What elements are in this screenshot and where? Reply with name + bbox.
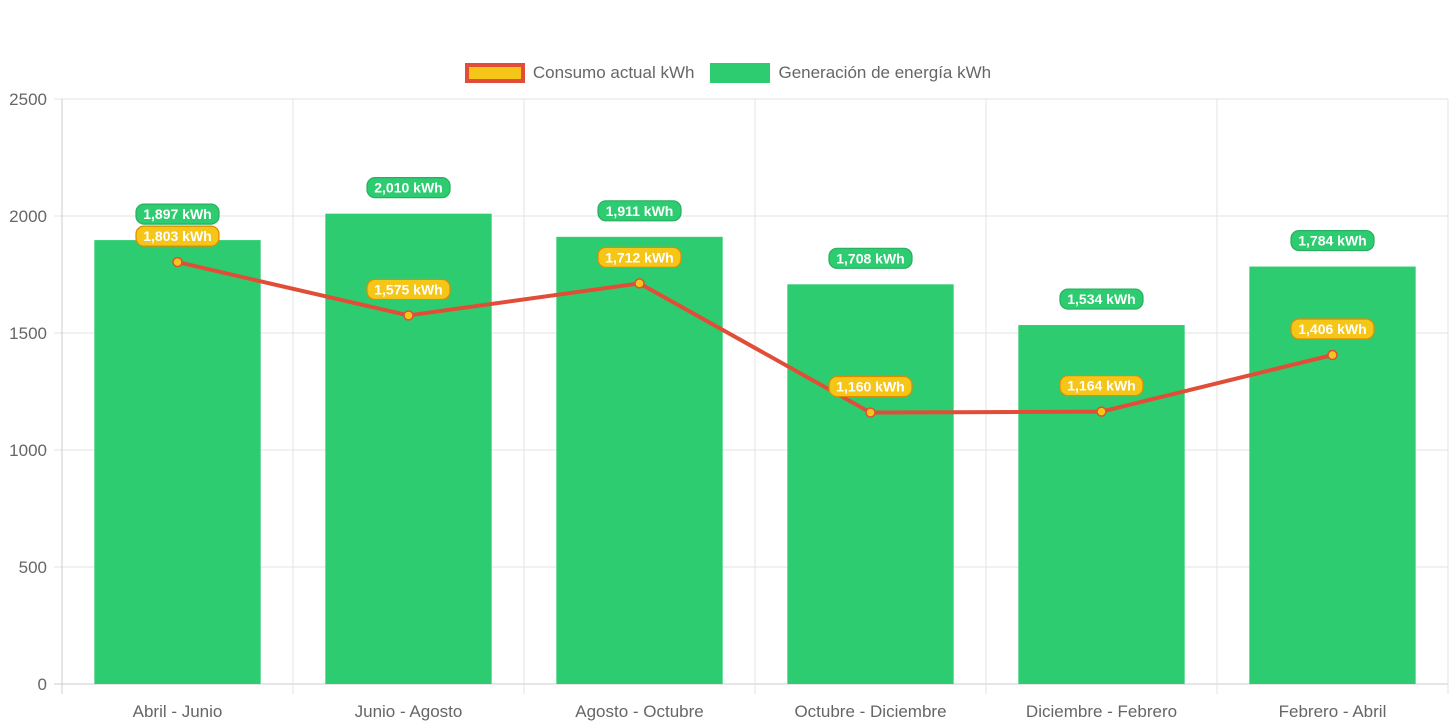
data-label-consumo: 1,160 kWh <box>828 375 913 398</box>
bar-generacion[interactable] <box>94 240 261 685</box>
data-label-generacion: 2,010 kWh <box>366 177 451 199</box>
point-consumo[interactable] <box>403 310 414 321</box>
data-label-generacion-text: 1,534 kWh <box>1067 291 1135 307</box>
data-label-generacion: 1,708 kWh <box>828 247 913 269</box>
data-label-generacion-text: 1,911 kWh <box>606 203 674 219</box>
data-label-consumo: 1,712 kWh <box>597 246 682 268</box>
data-label-generacion-bg <box>828 247 913 269</box>
legend-label-generacion: Generación de energía kWh <box>778 63 992 82</box>
y-tick-label: 1500 <box>9 324 47 343</box>
point-consumo[interactable] <box>1096 406 1107 417</box>
data-label-consumo-bg <box>1290 318 1375 340</box>
point-consumo[interactable] <box>865 407 876 418</box>
data-label-generacion-text: 1,897 kWh <box>143 206 211 222</box>
y-tick-label: 500 <box>19 558 47 577</box>
data-label-generacion: 1,911 kWh <box>597 200 682 222</box>
data-label-consumo: 1,406 kWh <box>1290 318 1375 340</box>
data-label-generacion: 1,784 kWh <box>1290 229 1375 252</box>
data-label-generacion-text: 2,010 kWh <box>374 180 442 196</box>
grid-lines <box>54 98 1449 694</box>
data-label-generacion-bg <box>366 177 451 199</box>
data-label-consumo-text: 1,803 kWh <box>143 228 211 244</box>
data-label-consumo-bg <box>597 246 682 268</box>
legend-item-consumo[interactable]: Consumo actual kWh <box>464 63 695 83</box>
legend-item-generacion[interactable]: Generación de energía kWh <box>710 63 991 83</box>
data-label-consumo-text: 1,406 kWh <box>1298 321 1366 337</box>
data-label-generacion-bg <box>1059 288 1144 310</box>
data-label-generacion-bg <box>597 200 682 222</box>
bar-generacion[interactable] <box>556 236 723 685</box>
data-label-generacion-bg <box>135 203 220 225</box>
data-label-consumo: 1,803 kWh <box>135 225 220 247</box>
x-tick-label: Octubre - Diciembre <box>794 702 946 721</box>
x-tick-label: Junio - Agosto <box>355 702 463 721</box>
point-consumo[interactable] <box>1327 349 1338 361</box>
data-label-consumo-text: 1,164 kWh <box>1067 378 1135 394</box>
bar-generacion[interactable] <box>787 284 954 684</box>
data-label-consumo-text: 1,712 kWh <box>605 249 673 265</box>
point-consumo[interactable] <box>172 256 183 268</box>
y-tick-label: 2000 <box>9 207 47 226</box>
y-tick-label: 1000 <box>9 441 47 460</box>
data-label-consumo-text: 1,160 kWh <box>836 379 904 395</box>
data-label-consumo-text: 1,575 kWh <box>374 281 442 297</box>
data-label-consumo-bg <box>135 225 220 247</box>
legend: Consumo actual kWh Generación de energía… <box>0 63 1456 83</box>
legend-swatch-generacion <box>710 63 771 83</box>
data-label-consumo-bg <box>366 278 451 301</box>
data-label-generacion: 1,897 kWh <box>135 203 220 225</box>
x-tick-label: Agosto - Octubre <box>575 702 704 721</box>
line-consumo <box>177 260 1333 415</box>
data-label-generacion: 1,534 kWh <box>1059 288 1144 310</box>
point-consumo[interactable] <box>634 278 645 289</box>
data-label-consumo-bg <box>1059 375 1144 397</box>
data-label-generacion-text: 1,784 kWh <box>1298 233 1366 249</box>
data-label-generacion-text: 1,708 kWh <box>836 250 904 266</box>
data-label-consumo: 1,164 kWh <box>1059 375 1144 397</box>
x-tick-label: Abril - Junio <box>133 702 223 721</box>
data-label-generacion-bg <box>1290 229 1375 252</box>
legend-label-consumo: Consumo actual kWh <box>532 63 695 82</box>
data-label-consumo-bg <box>828 375 913 398</box>
y-tick-label: 0 <box>38 675 47 694</box>
x-tick-label: Febrero - Abril <box>1279 702 1387 721</box>
data-label-consumo: 1,575 kWh <box>366 278 451 301</box>
x-tick-label: Diciembre - Febrero <box>1026 702 1177 721</box>
legend-swatch-consumo <box>464 63 525 83</box>
y-tick-label: 2500 <box>9 90 47 109</box>
